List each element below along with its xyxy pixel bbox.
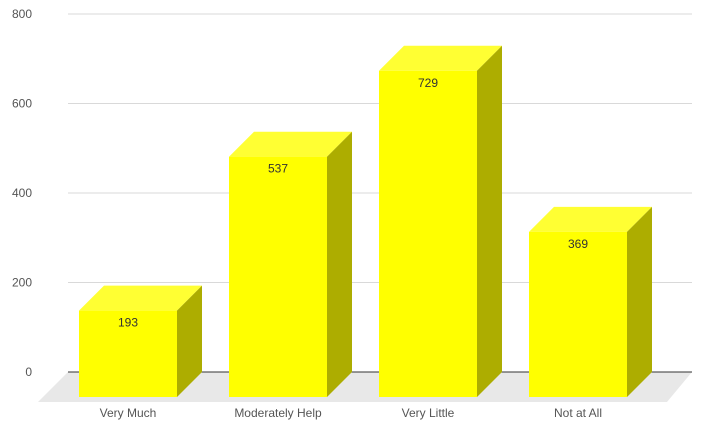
x-tick-label: Very Little: [402, 406, 455, 420]
y-tick-label: 400: [12, 186, 32, 200]
bar: 369: [529, 206, 652, 397]
bar: 537: [229, 131, 352, 397]
bar: 193: [79, 285, 202, 397]
y-tick-label: 200: [12, 276, 32, 290]
data-label: 537: [268, 162, 288, 176]
y-tick-label: 600: [12, 97, 32, 111]
data-label: 369: [568, 237, 588, 251]
y-tick-label: 800: [12, 7, 32, 21]
x-tick-label: Moderately Help: [234, 406, 322, 420]
bar-side: [327, 131, 352, 397]
y-tick-label: 0: [25, 365, 32, 379]
bar-front: [379, 70, 477, 398]
bars: 193 537 729 369: [79, 45, 652, 398]
bar-top: [379, 45, 502, 71]
bar-side: [177, 285, 202, 397]
bar-side: [477, 45, 502, 398]
bar-side: [627, 206, 652, 397]
bar-front: [79, 310, 177, 397]
x-axis-labels: Very Much Moderately Help Very Little Not a…: [100, 406, 602, 420]
x-tick-label: Very Much: [100, 406, 157, 420]
data-label: 729: [418, 76, 438, 90]
bar-top: [529, 206, 652, 232]
chart-floor: [38, 372, 692, 402]
bar-top: [229, 131, 352, 157]
bar-front: [529, 231, 627, 397]
bar-top: [79, 285, 202, 311]
x-tick-label: Not at All: [554, 406, 602, 420]
y-axis-ticks: 0 200 400 600 800: [12, 7, 32, 379]
bar-front: [229, 156, 327, 397]
data-label: 193: [118, 316, 138, 330]
bar: 729: [379, 45, 502, 398]
